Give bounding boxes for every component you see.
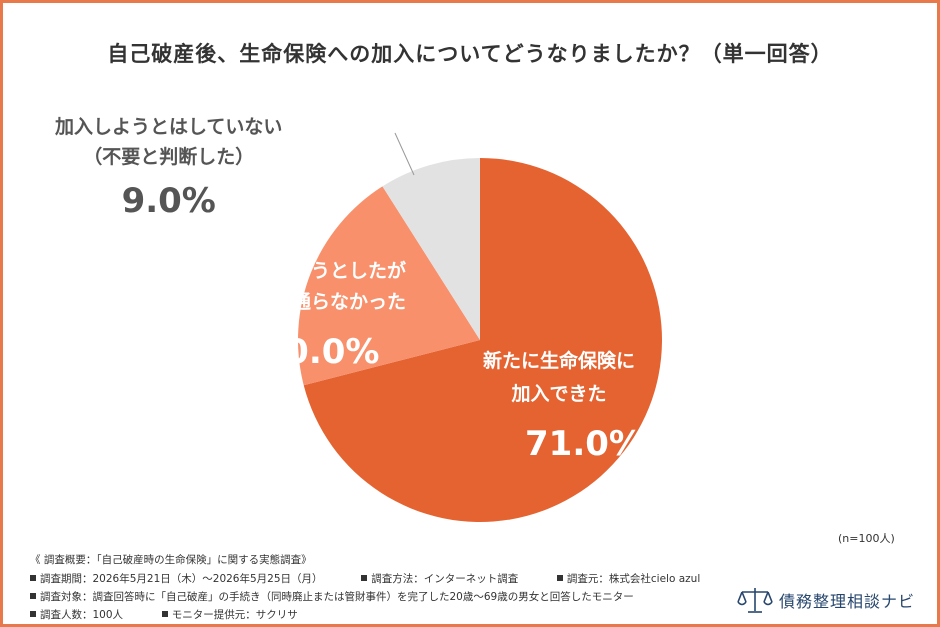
label-enrolled-line1: 新たに生命保険に	[482, 350, 635, 372]
survey-row-2: 調査対象：調査回答時に「自己破産」の手続き（同時廃止または管財事件）を完了した2…	[30, 589, 634, 604]
bullet-square	[361, 575, 368, 581]
survey-count: 調査人数：100人	[40, 609, 124, 621]
survey-overview: 《 調査概要：「自己破産時の生命保険」に関する実態調査》	[30, 554, 312, 566]
bullet-square	[161, 611, 168, 617]
bullet-square	[30, 611, 36, 617]
label-enrolled: 新たに生命保険に 加入できた 71.0%	[475, 345, 643, 467]
label-rejected-line1: 加入しようとしたが	[235, 260, 407, 282]
leader-line	[394, 132, 415, 176]
scales-of-justice-icon	[737, 588, 773, 613]
label-enrolled-line2: 加入できた	[511, 383, 607, 405]
survey-period: 調査期間：2026年5月21日（木）～2026年5月25日（月）	[40, 573, 323, 585]
label-enrolled-pct: 71.0%	[525, 424, 643, 464]
survey-row-3: 調査人数：100人 モニター提供元：サクリサ	[30, 607, 298, 622]
chart-title: 自己破産後、生命保険への加入についてどうなりましたか？（単一回答）	[107, 42, 833, 66]
label-not-applied-line2: （不要と判断した）	[83, 146, 255, 168]
survey-method: 調査方法：インターネット調査	[371, 573, 519, 585]
bullet-square	[30, 593, 36, 599]
bullet-square	[30, 575, 36, 581]
survey-provider: モニター提供元：サクリサ	[171, 609, 298, 621]
bullet-square	[556, 575, 563, 581]
label-rejected-pct: 20.0%	[261, 332, 380, 372]
slice-enrolled	[303, 158, 662, 522]
slice-not-applied	[382, 158, 480, 340]
survey-row-1: 調査期間：2026年5月21日（木）～2026年5月25日（月） 調査方法：イン…	[30, 571, 700, 586]
survey-source: 調査元：株式会社cielo azul	[566, 573, 701, 585]
label-not-applied-line1: 加入しようとはしていない	[55, 116, 283, 138]
label-not-applied-pct: 9.0%	[121, 181, 216, 221]
slice-rejected	[297, 186, 480, 386]
survey-target: 調査対象：調査回答時に「自己破産」の手続き（同時廃止または管財事件）を完了した2…	[40, 591, 634, 603]
label-rejected-line2: 審査に通らなかった	[235, 291, 407, 313]
logo-text: 債務整理相談ナビ	[779, 592, 916, 611]
label-not-applied: 加入しようとはしていない （不要と判断した） 9.0%	[55, 112, 282, 224]
logo: 債務整理相談ナビ	[737, 585, 915, 615]
label-rejected: 加入しようとしたが 審査に通らなかった 20.0%	[235, 256, 406, 374]
sample-size: (n=100人)	[838, 532, 895, 545]
